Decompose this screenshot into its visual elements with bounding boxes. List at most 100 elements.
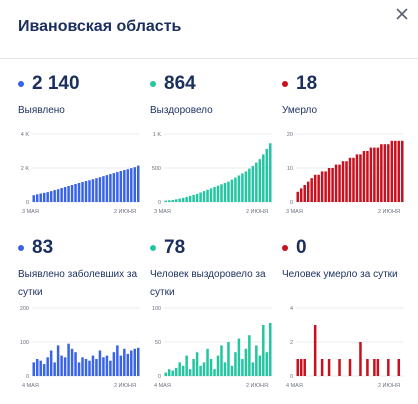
y-tick-label: 10	[287, 166, 293, 172]
bar	[171, 370, 174, 376]
bar	[303, 359, 306, 376]
y-tick-label: 4	[290, 306, 293, 312]
bar	[39, 360, 42, 376]
bar	[195, 352, 199, 376]
bar	[397, 359, 401, 376]
y-tick-label: 2 K	[21, 166, 30, 172]
bar	[206, 348, 209, 376]
y-tick-label: 50	[155, 340, 161, 346]
series-dot	[150, 245, 156, 251]
y-tick-label: 0	[158, 200, 161, 206]
bar	[42, 364, 46, 376]
region-title: Ивановская область	[18, 18, 182, 35]
panel-daily-recovered: 78 Человек выздоровело за сутки 0 50 100 4 …	[150, 236, 275, 389]
bar	[296, 359, 299, 376]
bar	[95, 359, 98, 376]
bar	[32, 362, 35, 376]
x-tick-label-end: 2 ИЮНЯ	[246, 383, 268, 389]
bar	[42, 192, 46, 202]
x-tick-label-start: 3 МАЯ	[286, 209, 303, 215]
chart-daily-detected: 0 100 200 4 МАЯ 2 ИЮНЯ	[20, 306, 140, 389]
bar	[133, 348, 137, 376]
bar	[164, 200, 167, 202]
bar	[130, 350, 133, 376]
bar	[181, 365, 185, 376]
bar	[327, 359, 331, 376]
bar	[88, 180, 91, 202]
x-tick-label-start: 3 МАЯ	[22, 209, 39, 215]
bar	[223, 182, 227, 202]
bar	[373, 359, 376, 376]
bar	[84, 359, 88, 376]
bar	[105, 355, 109, 376]
bar	[331, 168, 334, 202]
bar	[109, 174, 112, 202]
bar	[387, 144, 390, 202]
y-tick-label: 0	[26, 374, 29, 380]
bar	[63, 187, 67, 202]
bar	[49, 350, 53, 376]
bar	[341, 161, 345, 202]
x-tick-label-end: 2 ИЮНЯ	[378, 209, 400, 215]
bar	[262, 154, 265, 202]
bar	[299, 359, 303, 376]
bar	[164, 372, 167, 376]
bar	[167, 200, 171, 202]
chart-deaths: 0 10 20 3 МАЯ 2 ИЮНЯ	[286, 132, 404, 215]
bar	[32, 195, 35, 202]
bar	[234, 352, 237, 376]
series-dot	[282, 81, 288, 87]
stat-value: 864	[164, 73, 196, 94]
panel-daily-detected: 83 Выявлено заболевших за сутки 0 100 200 4…	[18, 236, 143, 389]
x-tick-label-end: 2 ИЮНЯ	[378, 383, 400, 389]
bar	[63, 357, 67, 376]
x-tick-label-start: 4 МАЯ	[22, 383, 39, 389]
bar	[137, 347, 140, 376]
bar	[35, 194, 39, 202]
y-tick-label: 0	[158, 374, 161, 380]
bar	[348, 157, 352, 202]
bar	[334, 164, 338, 202]
y-tick-label: 0	[290, 374, 293, 380]
bar	[216, 185, 220, 202]
bar	[251, 362, 255, 376]
panel-recovered: 864 Выздоровело 0 500 1 K 3 МАЯ 2 ИЮНЯ	[150, 72, 275, 222]
stat-label: Выявлено заболевших за сутки	[18, 269, 138, 298]
bar	[98, 177, 102, 202]
bar	[255, 345, 258, 376]
bar	[258, 355, 262, 376]
bar	[265, 148, 269, 202]
y-tick-label: 200	[20, 306, 29, 312]
stat-label: Выявлено	[18, 105, 65, 116]
chart-recovered: 0 500 1 K 3 МАЯ 2 ИЮНЯ	[152, 132, 272, 215]
bar	[60, 355, 63, 376]
bar	[359, 154, 362, 202]
bar	[195, 193, 199, 202]
bar	[199, 365, 202, 376]
stat-value: 18	[296, 73, 318, 94]
bar	[299, 188, 303, 202]
bar	[53, 190, 56, 202]
series-dot	[150, 81, 156, 87]
bar	[320, 171, 324, 202]
bar	[188, 369, 192, 376]
bar	[188, 195, 192, 202]
bar	[123, 348, 126, 376]
bar	[216, 355, 220, 376]
y-tick-label: 100	[20, 340, 29, 346]
close-icon[interactable]	[394, 6, 410, 22]
bar	[70, 185, 74, 202]
bar	[46, 357, 49, 376]
bar	[248, 335, 251, 376]
bar	[81, 357, 84, 376]
bar	[84, 181, 88, 202]
header-divider	[0, 58, 418, 59]
bar	[338, 359, 341, 376]
stat-label: Умерло	[282, 105, 318, 116]
bar	[213, 369, 216, 376]
bar	[237, 338, 241, 376]
bar	[369, 147, 373, 202]
bar	[199, 192, 202, 202]
bar	[352, 157, 355, 202]
bar	[296, 191, 299, 202]
